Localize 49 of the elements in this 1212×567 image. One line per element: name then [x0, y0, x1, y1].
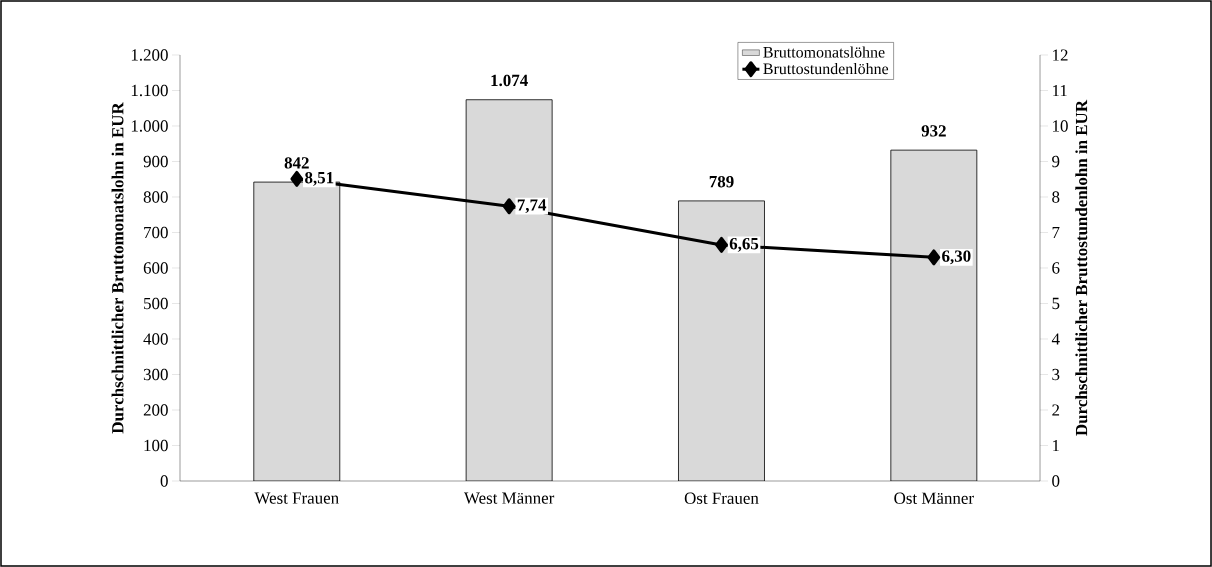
- data-label: 6,65: [729, 238, 759, 252]
- y-axis-title: Durchschnittlicher Bruttomonatslohn in EUR: [111, 102, 124, 434]
- y-tick-label: 800: [143, 191, 168, 203]
- data-label: 8,51: [305, 171, 334, 186]
- y-tick-label: 1.000: [131, 120, 168, 132]
- data-label: 932: [921, 125, 946, 137]
- point: [502, 198, 516, 215]
- y-tick-label: 300: [143, 368, 168, 381]
- y-tick-label: 700: [144, 226, 168, 239]
- data-label: 842: [284, 157, 309, 169]
- y-tick-label: 1.100: [131, 84, 168, 97]
- y2-axis-title: Durchschnittlicher Bruttostundenlohn in EUR: [1075, 99, 1088, 436]
- y2-tick-label: 8: [1052, 191, 1060, 203]
- y-tick-label: 900: [143, 155, 168, 168]
- y2-tick-label: 1: [1053, 439, 1059, 452]
- bar: [678, 200, 765, 481]
- y2-tick-label: 5: [1052, 297, 1060, 310]
- y2-tick-label: 7: [1052, 226, 1060, 239]
- bar: [890, 149, 978, 481]
- y-tick-label: 200: [143, 404, 168, 416]
- x-tick-label: Ost Männer: [894, 492, 974, 504]
- y2-tick-label: 10: [1053, 120, 1068, 132]
- legend-label: Bruttomonatslöhne: [763, 46, 885, 58]
- data-label: 1.074: [491, 74, 528, 87]
- y2-tick-label: 11: [1053, 84, 1067, 97]
- y-tick-label: 500: [144, 297, 168, 310]
- data-label: 7,74: [517, 199, 547, 214]
- y2-tick-label: 4: [1051, 333, 1060, 345]
- x-tick-label: West Frauen: [254, 492, 339, 504]
- x-tick-label: Ost Frauen: [684, 492, 759, 504]
- x-tick-label: West Männer: [463, 492, 555, 504]
- data-label: 789: [709, 175, 734, 188]
- y2-tick-label: 9: [1052, 155, 1060, 168]
- point: [290, 170, 304, 187]
- y-tick-label: 100: [144, 439, 168, 452]
- y2-tick-label: 3: [1052, 368, 1060, 381]
- y2-tick-label: 12: [1053, 49, 1068, 61]
- y-tick-label: 400: [143, 333, 168, 345]
- bar: [465, 99, 553, 481]
- legend-label: Bruttostundenlöhne: [763, 62, 889, 75]
- y-tick-label: 1.200: [131, 49, 168, 61]
- point: [715, 236, 728, 253]
- point: [927, 249, 941, 266]
- y2-tick-label: 2: [1052, 404, 1060, 416]
- y-tick-label: 600: [143, 262, 168, 274]
- y2-tick-label: 6: [1052, 262, 1060, 274]
- data-label: 6,30: [942, 250, 971, 265]
- y2-tick-label: 0: [1052, 475, 1060, 487]
- y-tick-label: 0: [160, 475, 168, 487]
